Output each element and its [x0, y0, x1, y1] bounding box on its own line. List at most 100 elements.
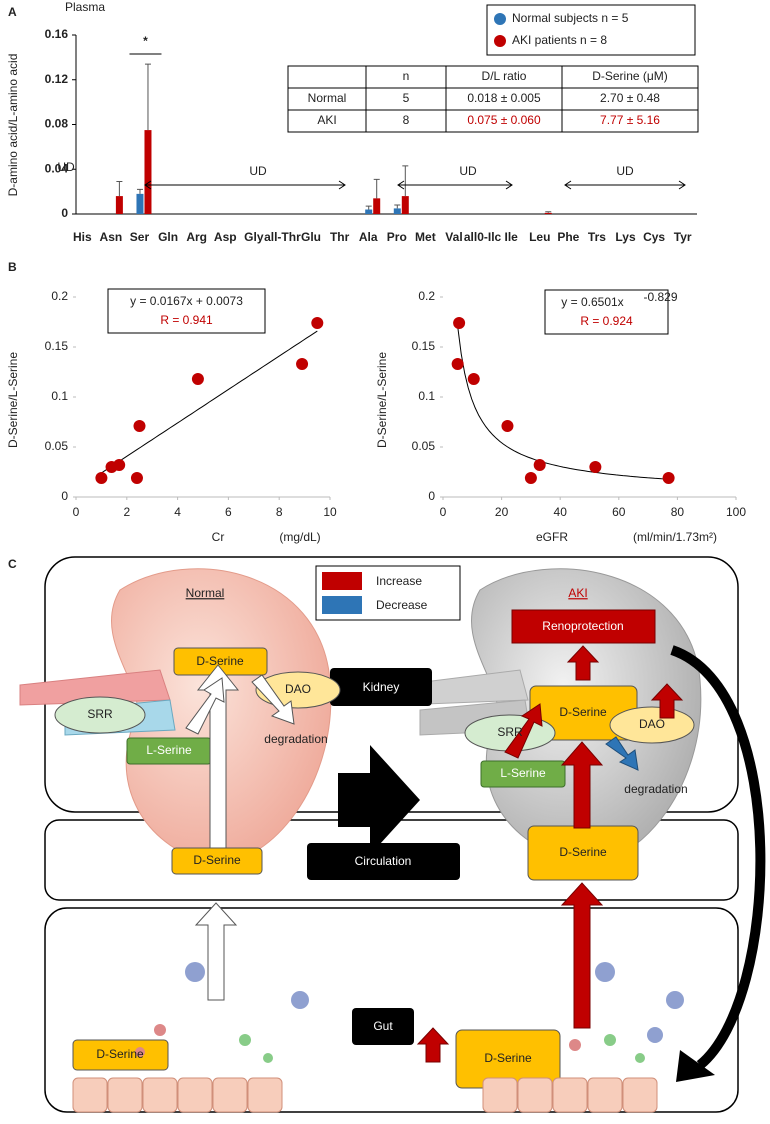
x-tick-label: Gln	[158, 230, 178, 244]
d-serine-text: D-Serine	[196, 654, 244, 668]
point	[95, 472, 108, 484]
x-tick-label: all0-Ilc	[464, 230, 502, 244]
error-bar	[545, 211, 552, 213]
x-tick-label: Trs	[588, 230, 606, 244]
x-axis-label: eGFR	[536, 530, 568, 544]
legend-marker	[494, 13, 506, 25]
fit-line	[101, 330, 318, 474]
equation-box	[544, 289, 669, 335]
legend-marker	[494, 35, 506, 47]
error-bar	[144, 63, 151, 131]
legend-box	[486, 4, 696, 56]
table-cell: 7.77 ± 5.16	[600, 113, 660, 127]
y-tick-label: 0.05	[45, 439, 69, 453]
legend-swatch	[322, 572, 362, 590]
legend-text: Increase	[376, 574, 422, 588]
x-axis-label: Cr	[212, 530, 225, 544]
table-header: D/L ratio	[482, 69, 527, 83]
ud-label: UD	[616, 164, 634, 178]
x-tick-label: Arg	[186, 230, 207, 244]
equation: y = 0.0167x + 0.0073	[130, 294, 243, 308]
panel-label: C	[8, 557, 17, 571]
y-tick-label: 0.08	[45, 117, 69, 131]
x-tick-label: 100	[726, 505, 746, 519]
ud-label: UD	[249, 164, 267, 178]
y-tick-label: 0	[61, 489, 68, 503]
bar	[136, 193, 144, 214]
ud-arrow	[397, 180, 513, 190]
x-tick-label: Asp	[214, 230, 237, 244]
x-tick-label: 2	[123, 505, 130, 519]
gut-label-box	[352, 1008, 414, 1045]
table-cell: Normal	[308, 91, 347, 105]
x-tick-label: 0	[73, 505, 80, 519]
aki-label: AKI	[568, 586, 587, 600]
x-tick-label: Lys	[615, 230, 636, 244]
d-serine-text: D-Serine	[559, 845, 607, 859]
x-tick-label: 8	[276, 505, 283, 519]
curved-arrow	[670, 645, 766, 1069]
l-serine-box	[480, 760, 566, 788]
x-tick-label: 0	[440, 505, 447, 519]
arrow	[560, 741, 604, 829]
bar	[544, 212, 552, 214]
point	[453, 317, 466, 329]
y-tick-label: 0.16	[45, 27, 69, 41]
gut-villi	[72, 1077, 658, 1113]
x-tick-label: Leu	[529, 230, 550, 244]
x-tick-label: 20	[495, 505, 509, 519]
x-tick-label: Met	[415, 230, 436, 244]
point	[589, 461, 602, 473]
error-bar	[116, 181, 123, 197]
dao-text: DAO	[285, 682, 311, 696]
x-tick-label: 4	[174, 505, 181, 519]
arrow	[650, 683, 684, 719]
arrow	[194, 902, 238, 1001]
x-tick-label: all-Thr	[264, 230, 301, 244]
ud-label: UD	[57, 160, 75, 174]
ud-label: UD	[459, 164, 477, 178]
x-tick-label: Cys	[643, 230, 665, 244]
d-serine-text: D-Serine	[193, 853, 241, 867]
y-axis-label: D-amino acid/L-amino acid	[6, 54, 20, 197]
x-tick-label: Gly	[244, 230, 264, 244]
bar	[373, 198, 381, 214]
kidney-label-box	[330, 668, 432, 706]
point	[524, 472, 537, 484]
arrow	[416, 1027, 450, 1063]
x-tick-label: Asn	[100, 230, 123, 244]
table-cell: AKI	[317, 113, 336, 127]
point	[533, 459, 546, 471]
point	[467, 373, 480, 385]
point	[662, 472, 675, 484]
table-border	[287, 65, 699, 133]
y-axis-label: D-Serine/L-Serine	[375, 352, 389, 448]
d-serine-text: D-Serine	[96, 1047, 144, 1061]
legend-text: Normal subjects n = 5	[512, 11, 629, 25]
point	[133, 420, 146, 432]
x-axis-unit: (mg/dL)	[279, 530, 320, 544]
kidney-text: Kidney	[363, 680, 400, 694]
chart-title: Plasma	[65, 0, 105, 14]
error-bar	[365, 205, 372, 210]
degradation-text: degradation	[264, 732, 327, 746]
ud-arrow	[144, 180, 346, 190]
x-tick-label: Ala	[359, 230, 378, 244]
bar	[115, 196, 123, 214]
x-tick-label: Thr	[330, 230, 350, 244]
fit-line	[457, 325, 669, 480]
point	[191, 373, 204, 385]
arrow	[566, 645, 600, 681]
y-tick-label: 0.15	[45, 339, 69, 353]
bar	[401, 196, 409, 214]
legend-text: Decrease	[376, 598, 428, 612]
panel-label: A	[8, 5, 17, 19]
d-serine-text: D-Serine	[484, 1051, 532, 1065]
arrow	[504, 703, 543, 759]
bar	[144, 130, 152, 214]
x-tick-label: 60	[612, 505, 626, 519]
arrow	[251, 674, 295, 725]
arrow-head	[676, 1050, 715, 1082]
arrow	[185, 677, 225, 735]
table-cell: 8	[403, 113, 410, 127]
